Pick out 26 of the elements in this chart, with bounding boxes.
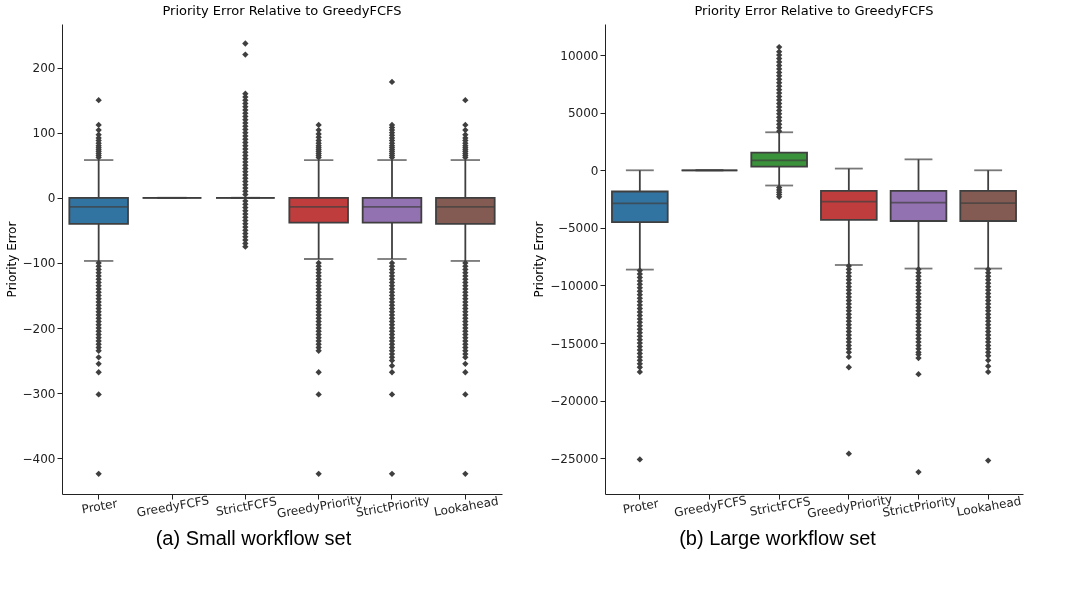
x-tick-label: Lookahead [955, 493, 1023, 519]
text: (b) Large workflow set [678, 527, 877, 550]
x-tick-label: Proter [621, 496, 660, 517]
y-tick-label: 100 [32, 126, 56, 141]
y-tick-label: −25000 [550, 451, 599, 466]
y-tick-label: 10000 [560, 48, 599, 63]
y-tick-label: −200 [22, 321, 56, 336]
y-tick-label: 0 [47, 191, 56, 206]
y-tick-label: 200 [32, 61, 56, 76]
y-tick-label: −100 [22, 256, 56, 271]
y-tick-label: −15000 [550, 336, 599, 351]
text: (a) Small workflow set [154, 527, 353, 550]
y-axis-title: Priority Error [4, 221, 19, 298]
y-tick-label: −20000 [550, 394, 599, 409]
y-tick-label: −400 [22, 451, 56, 466]
x-tick-label: Proter [80, 496, 119, 517]
y-tick-label: −300 [22, 386, 56, 401]
y-axis-title: Priority Error [532, 221, 547, 298]
y-tick-label: −10000 [550, 279, 599, 293]
y-tick-label: 0 [590, 163, 599, 178]
chart-title: Priority Error Relative to GreedyFCFS [162, 3, 402, 18]
y-tick-label: −5000 [557, 221, 599, 236]
y-tick-label: 5000 [567, 106, 599, 121]
chart-title: Priority Error Relative to GreedyFCFS [694, 3, 934, 18]
x-tick-label: Lookahead [432, 493, 500, 519]
x-tick-label: StrictFCFS [214, 494, 278, 519]
